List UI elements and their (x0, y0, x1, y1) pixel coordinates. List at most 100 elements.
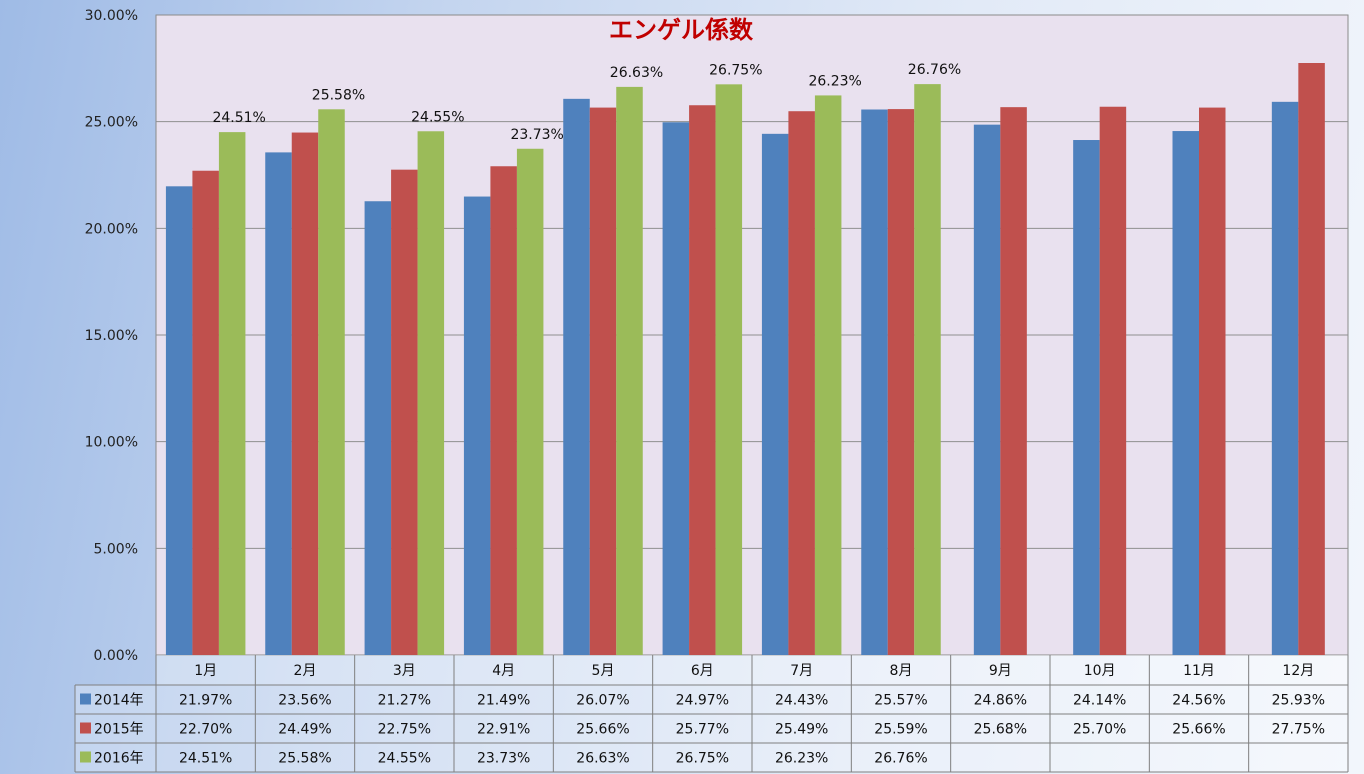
data-label: 26.75% (709, 62, 762, 78)
data-labels: 24.51% 25.58% 24.55% 23.73% 26.63% 26.75% 26.2… (212, 62, 961, 143)
bar (516, 148, 544, 655)
bar (887, 109, 915, 655)
data-label: 24.51% (212, 110, 265, 126)
bar (165, 186, 193, 655)
table-cell: 25.77% (676, 722, 729, 738)
bar (1073, 140, 1100, 656)
bar (192, 170, 219, 655)
data-label: 24.55% (411, 109, 464, 125)
bar (715, 84, 743, 656)
legend-label: 2016年 (94, 751, 144, 767)
y-tick-label: 0.00% (94, 648, 138, 664)
category-label: 10月 (1084, 663, 1116, 679)
table-cell: 25.57% (874, 693, 927, 709)
table-cell: 25.93% (1272, 693, 1325, 709)
bar (1000, 107, 1027, 655)
legend-swatch (80, 722, 91, 734)
category-label: 3月 (393, 663, 416, 679)
bar (1172, 131, 1199, 655)
table-cell: 21.97% (179, 693, 232, 709)
table-cell: 23.56% (278, 693, 331, 709)
bar (1298, 63, 1325, 655)
data-label: 26.63% (610, 65, 663, 81)
bar (814, 95, 842, 656)
table-cell: 24.56% (1172, 693, 1225, 709)
data-label: 26.76% (908, 62, 961, 78)
y-tick-label: 25.00% (85, 115, 138, 131)
table-cell: 25.66% (576, 722, 629, 738)
bar (291, 132, 319, 656)
table-cell: 24.43% (775, 693, 828, 709)
table-cell: 25.59% (874, 722, 927, 738)
table-cell: 25.68% (974, 722, 1027, 738)
category-label: 11月 (1183, 663, 1215, 679)
table-cell: 23.73% (477, 751, 530, 767)
table-cell: 24.86% (974, 693, 1027, 709)
category-label: 4月 (492, 663, 515, 679)
bar (318, 109, 345, 655)
category-label: 5月 (592, 663, 615, 679)
table-cell: 22.70% (179, 722, 232, 738)
table-cell: 22.91% (477, 722, 530, 738)
table-cell: 26.63% (576, 751, 629, 767)
bar (265, 152, 292, 656)
bar (788, 111, 815, 656)
bar (218, 132, 246, 655)
bar (364, 201, 392, 656)
y-axis: 0.00% 5.00% 10.00% 15.00% 20.00% 25.00% 30.00% (85, 8, 138, 664)
table-cell: 24.14% (1073, 693, 1126, 709)
bar (490, 166, 517, 655)
table-cell: 25.58% (278, 751, 331, 767)
table-cell: 26.23% (775, 751, 828, 767)
table-cell: 25.70% (1073, 722, 1126, 738)
legend-swatch (80, 751, 91, 763)
category-label: 1月 (194, 663, 217, 679)
table-cell: 24.51% (179, 751, 232, 767)
bar (417, 131, 445, 655)
table-cell: 26.76% (874, 751, 927, 767)
category-label: 8月 (890, 663, 913, 679)
table-cell: 21.27% (378, 693, 431, 709)
bars (165, 63, 1325, 656)
table-cell: 27.75% (1272, 722, 1325, 738)
bar (391, 169, 418, 655)
table-body-bg (75, 685, 1348, 772)
legend-swatch (80, 693, 91, 705)
table-cell: 21.49% (477, 693, 530, 709)
y-tick-label: 10.00% (85, 435, 138, 451)
data-label: 25.58% (312, 87, 365, 103)
data-table: 1月 2月 3月 4月 5月 6月 7月 8月 9月 10月 11月 12月 2014年 21.97% 23… (74, 655, 1349, 773)
y-tick-label: 5.00% (94, 541, 138, 557)
bar (589, 107, 617, 655)
bar (662, 122, 690, 656)
bar (563, 98, 590, 656)
data-label: 26.23% (808, 73, 861, 89)
table-cell: 24.55% (378, 751, 431, 767)
table-cell: 26.75% (676, 751, 729, 767)
y-tick-label: 30.00% (85, 8, 138, 24)
table-cell: 25.66% (1172, 722, 1225, 738)
bar (1271, 101, 1299, 656)
table-cell: 25.49% (775, 722, 828, 738)
table-cell: 24.49% (278, 722, 331, 738)
bar (861, 109, 888, 656)
data-label: 23.73% (510, 127, 563, 143)
category-label: 9月 (989, 663, 1012, 679)
bar (463, 196, 491, 655)
category-label: 6月 (691, 663, 714, 679)
bar (761, 133, 789, 655)
chart-title: エンゲル係数 (609, 16, 754, 44)
y-tick-label: 15.00% (85, 328, 138, 344)
category-label: 2月 (294, 663, 317, 679)
bar (1199, 107, 1226, 655)
bar (914, 84, 941, 656)
bar (689, 105, 716, 656)
bar (616, 86, 643, 656)
legend-label: 2014年 (94, 693, 144, 709)
table-cell: 26.07% (576, 693, 629, 709)
gridlines (156, 121, 1348, 549)
bar (973, 124, 1001, 656)
bar (1099, 106, 1127, 655)
